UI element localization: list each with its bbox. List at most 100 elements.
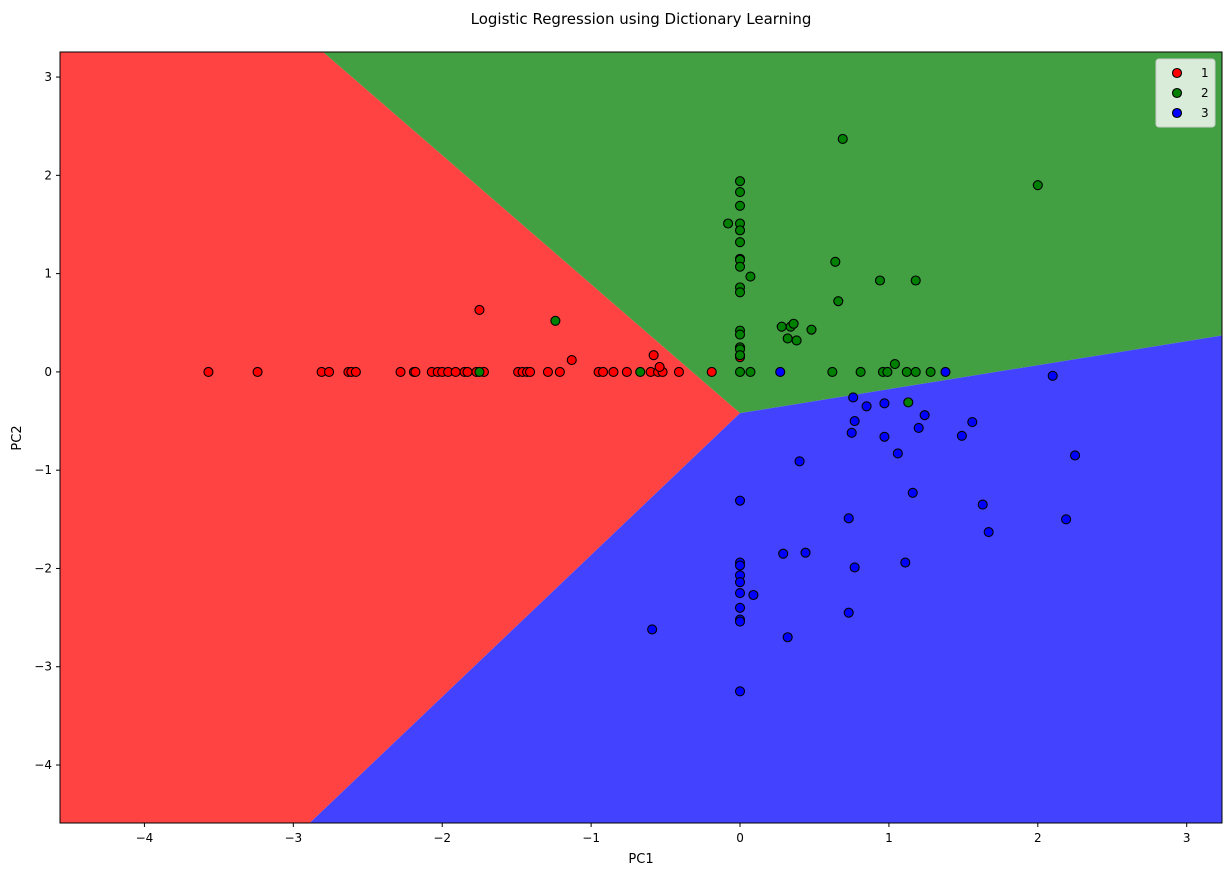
x-tick-label: 3 (1183, 831, 1191, 845)
point-class-3 (900, 557, 911, 568)
point-class-3 (734, 587, 746, 599)
point-class-3 (967, 416, 978, 428)
point-class-2 (734, 200, 746, 211)
point-class-2 (1032, 180, 1043, 191)
point-class-1 (350, 366, 361, 377)
point-class-3 (748, 589, 759, 601)
point-class-1 (525, 366, 536, 377)
legend-marker (1171, 87, 1183, 99)
point-class-2 (874, 275, 886, 286)
y-tick-label: −1 (34, 463, 52, 477)
x-tick-label: 0 (736, 831, 744, 845)
chart-title: Logistic Regression using Dictionary Lea… (471, 10, 812, 28)
point-class-3 (734, 616, 746, 627)
legend-label: 2 (1201, 86, 1209, 100)
point-class-3 (907, 487, 918, 498)
y-tick-label: 2 (44, 168, 52, 182)
data-points (203, 133, 1081, 697)
point-class-2 (734, 366, 746, 377)
x-tick-label: −3 (284, 831, 302, 845)
point-class-1 (395, 366, 406, 377)
point-class-1 (654, 361, 665, 373)
point-class-2 (837, 133, 848, 145)
point-class-2 (910, 366, 921, 377)
point-class-2 (635, 366, 646, 377)
legend-marker (1171, 67, 1183, 79)
point-class-2 (550, 315, 561, 326)
point-class-3 (879, 431, 890, 442)
point-class-3 (1069, 450, 1081, 461)
point-class-3 (647, 624, 658, 635)
point-class-3 (1047, 370, 1058, 381)
point-class-2 (734, 350, 746, 361)
x-tick-label: −4 (136, 831, 154, 845)
point-class-3 (800, 547, 811, 558)
point-class-3 (983, 527, 994, 538)
decision-regions (60, 52, 1222, 823)
point-class-2 (745, 366, 756, 377)
point-class-2 (734, 329, 746, 340)
y-tick-label: −3 (34, 660, 52, 674)
point-class-2 (734, 237, 746, 248)
point-class-3 (848, 392, 859, 403)
decision-region-class-1 (60, 52, 741, 823)
x-axis-label: PC1 (628, 852, 653, 867)
legend-label: 1 (1201, 66, 1209, 80)
y-tick-label: −2 (34, 561, 52, 575)
x-axis-ticks: −4 −3 −2 −1 0 1 2 3 (136, 823, 1191, 845)
point-class-2 (745, 271, 756, 282)
point-class-3 (919, 410, 930, 421)
point-class-2 (830, 256, 841, 267)
point-class-1 (566, 355, 577, 366)
point-class-3 (843, 607, 854, 618)
point-class-1 (203, 366, 214, 377)
point-class-3 (794, 456, 805, 467)
point-class-2 (734, 287, 746, 298)
point-class-3 (977, 499, 988, 510)
point-class-1 (706, 366, 717, 377)
point-class-2 (855, 366, 866, 377)
legend-marker (1171, 107, 1183, 119)
point-class-2 (776, 321, 787, 332)
point-class-2 (734, 261, 746, 272)
point-class-1 (410, 366, 421, 377)
legend: 1 2 3 (1155, 58, 1216, 128)
point-class-3 (734, 602, 746, 613)
point-class-1 (252, 366, 263, 377)
point-class-2 (903, 397, 914, 408)
point-class-1 (608, 366, 619, 377)
point-class-3 (1061, 514, 1072, 525)
point-class-2 (782, 333, 793, 344)
x-tick-label: −1 (582, 831, 600, 845)
decision-region-class-2 (323, 52, 1222, 414)
point-class-1 (474, 304, 485, 316)
point-class-3 (734, 560, 746, 571)
y-tick-label: −4 (34, 758, 52, 772)
point-class-3 (846, 427, 857, 438)
point-class-2 (827, 366, 838, 377)
y-axis-label: PC2 (10, 425, 25, 450)
point-class-3 (861, 401, 872, 412)
point-class-3 (734, 577, 746, 588)
x-tick-label: −2 (433, 831, 451, 845)
point-class-3 (849, 415, 860, 427)
point-class-3 (940, 366, 951, 377)
point-class-2 (474, 366, 485, 377)
point-class-2 (734, 186, 746, 198)
point-class-3 (956, 430, 967, 441)
point-class-1 (324, 366, 335, 377)
point-class-3 (734, 495, 746, 506)
point-class-1 (462, 366, 473, 377)
point-class-3 (892, 448, 903, 459)
point-class-1 (450, 366, 461, 377)
point-class-2 (788, 318, 799, 329)
point-class-1 (542, 366, 553, 377)
point-class-2 (925, 366, 936, 377)
y-tick-label: 1 (44, 267, 52, 281)
decision-region-class-3 (309, 335, 1222, 823)
point-class-1 (554, 366, 565, 377)
legend-label: 3 (1201, 106, 1209, 120)
point-class-1 (621, 366, 632, 377)
point-class-2 (734, 176, 746, 187)
